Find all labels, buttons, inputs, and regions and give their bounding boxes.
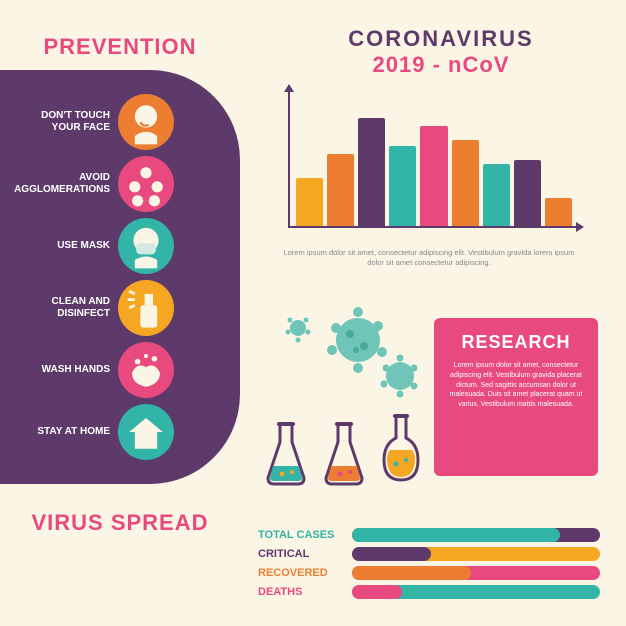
virus-spread-heading: VIRUS SPREAD — [0, 510, 240, 536]
prevention-panel: DON'T TOUCH YOUR FACE AVOID AGGLOMERATION… — [0, 70, 240, 484]
chart-bar — [389, 146, 416, 226]
research-panel: RESEARCH Lorem ipsum dolor sit amet, con… — [434, 318, 598, 476]
chart-caption: Lorem ipsum dolor sit amet, consectetur … — [282, 248, 576, 268]
prevention-item: AVOID AGGLOMERATIONS — [10, 156, 226, 212]
erlenmeyer-flask-icon — [262, 418, 310, 488]
y-axis-arrow-icon — [284, 84, 294, 92]
stat-label: CRITICAL — [258, 548, 352, 560]
stat-row: TOTAL CASES — [258, 528, 600, 542]
stat-track — [352, 566, 600, 580]
stat-bar — [352, 566, 471, 580]
flasks-illustration — [258, 400, 428, 488]
chart-bar — [483, 164, 510, 226]
chart-bars — [296, 108, 572, 226]
prevention-sidebar: PREVENTION DON'T TOUCH YOUR FACE AVOID AG… — [0, 34, 240, 536]
round-flask-icon — [378, 410, 424, 488]
stat-label: DEATHS — [258, 586, 352, 598]
home-icon — [118, 404, 174, 460]
stat-bar — [352, 585, 402, 599]
prevention-label: USE MASK — [10, 240, 118, 252]
stat-row: DEATHS — [258, 585, 600, 599]
y-axis — [288, 90, 290, 228]
stat-label: TOTAL CASES — [258, 529, 352, 541]
crowd-icon — [118, 156, 174, 212]
virus-icon — [260, 298, 420, 398]
prevention-label: WASH HANDS — [10, 364, 118, 376]
title-line1: CORONAVIRUS — [286, 26, 596, 52]
prevention-item: DON'T TOUCH YOUR FACE — [10, 94, 226, 150]
wash-hands-icon — [118, 342, 174, 398]
face-touch-icon — [118, 94, 174, 150]
stat-label: RECOVERED — [258, 567, 352, 579]
erlenmeyer-flask-icon — [320, 418, 368, 488]
x-axis-arrow-icon — [576, 222, 584, 232]
prevention-item: STAY AT HOME — [10, 404, 226, 460]
chart-bar — [420, 126, 447, 226]
chart-bar — [514, 160, 541, 226]
title-line2: 2019 - nCoV — [286, 52, 596, 78]
prevention-label: DON'T TOUCH YOUR FACE — [10, 110, 118, 134]
bar-chart — [278, 98, 578, 238]
research-heading: RESEARCH — [446, 332, 586, 353]
spray-icon — [118, 280, 174, 336]
prevention-heading: PREVENTION — [0, 34, 240, 60]
stat-track — [352, 547, 600, 561]
chart-bar — [358, 118, 385, 226]
stat-row: CRITICAL — [258, 547, 600, 561]
prevention-item: CLEAN AND DISINFECT — [10, 280, 226, 336]
stat-bar — [352, 528, 560, 542]
stat-row: RECOVERED — [258, 566, 600, 580]
chart-bar — [452, 140, 479, 226]
chart-bar — [545, 198, 572, 226]
prevention-label: CLEAN AND DISINFECT — [10, 296, 118, 320]
chart-bar — [327, 154, 354, 226]
prevention-item: USE MASK — [10, 218, 226, 274]
x-axis — [288, 226, 578, 228]
stat-track — [352, 585, 600, 599]
chart-bar — [296, 178, 323, 226]
stat-bar — [352, 547, 431, 561]
mask-icon — [118, 218, 174, 274]
research-body: Lorem ipsum dolor sit amet, consectetur … — [446, 361, 586, 410]
prevention-item: WASH HANDS — [10, 342, 226, 398]
prevention-label: AVOID AGGLOMERATIONS — [10, 172, 118, 196]
stat-track — [352, 528, 600, 542]
stats-section: TOTAL CASES CRITICAL RECOVERED DEATHS — [258, 523, 600, 604]
virus-illustration — [260, 298, 420, 398]
prevention-label: STAY AT HOME — [10, 426, 118, 438]
main-title: CORONAVIRUS 2019 - nCoV — [286, 26, 596, 78]
